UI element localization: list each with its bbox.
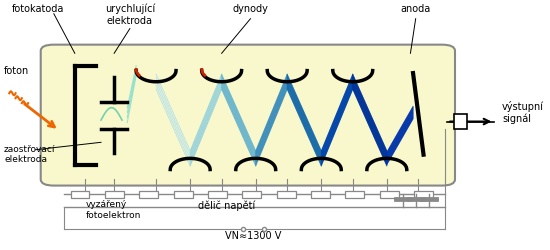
Text: dělič napětí: dělič napětí <box>198 200 256 211</box>
FancyBboxPatch shape <box>379 190 399 198</box>
Text: anoda: anoda <box>400 4 431 14</box>
Text: fotokatoda: fotokatoda <box>12 4 64 14</box>
FancyBboxPatch shape <box>243 190 261 198</box>
Text: výstupní
signál: výstupní signál <box>502 101 544 124</box>
Text: urychlující
elektroda: urychlující elektroda <box>104 4 155 26</box>
FancyBboxPatch shape <box>174 190 192 198</box>
FancyBboxPatch shape <box>277 190 295 198</box>
Text: VN≈1300 V: VN≈1300 V <box>225 231 281 241</box>
FancyBboxPatch shape <box>311 190 330 198</box>
Text: zaostřovací
elektroda: zaostřovací elektroda <box>4 145 56 164</box>
Text: vyzářený
fotoelektron: vyzářený fotoelektron <box>85 200 141 220</box>
FancyBboxPatch shape <box>345 190 364 198</box>
FancyBboxPatch shape <box>139 190 158 198</box>
FancyBboxPatch shape <box>208 190 227 198</box>
FancyBboxPatch shape <box>105 190 124 198</box>
FancyBboxPatch shape <box>41 45 455 186</box>
FancyBboxPatch shape <box>70 190 90 198</box>
FancyBboxPatch shape <box>414 190 433 198</box>
Text: foton: foton <box>4 66 29 76</box>
FancyBboxPatch shape <box>454 114 466 129</box>
Text: dynody: dynody <box>233 4 268 14</box>
